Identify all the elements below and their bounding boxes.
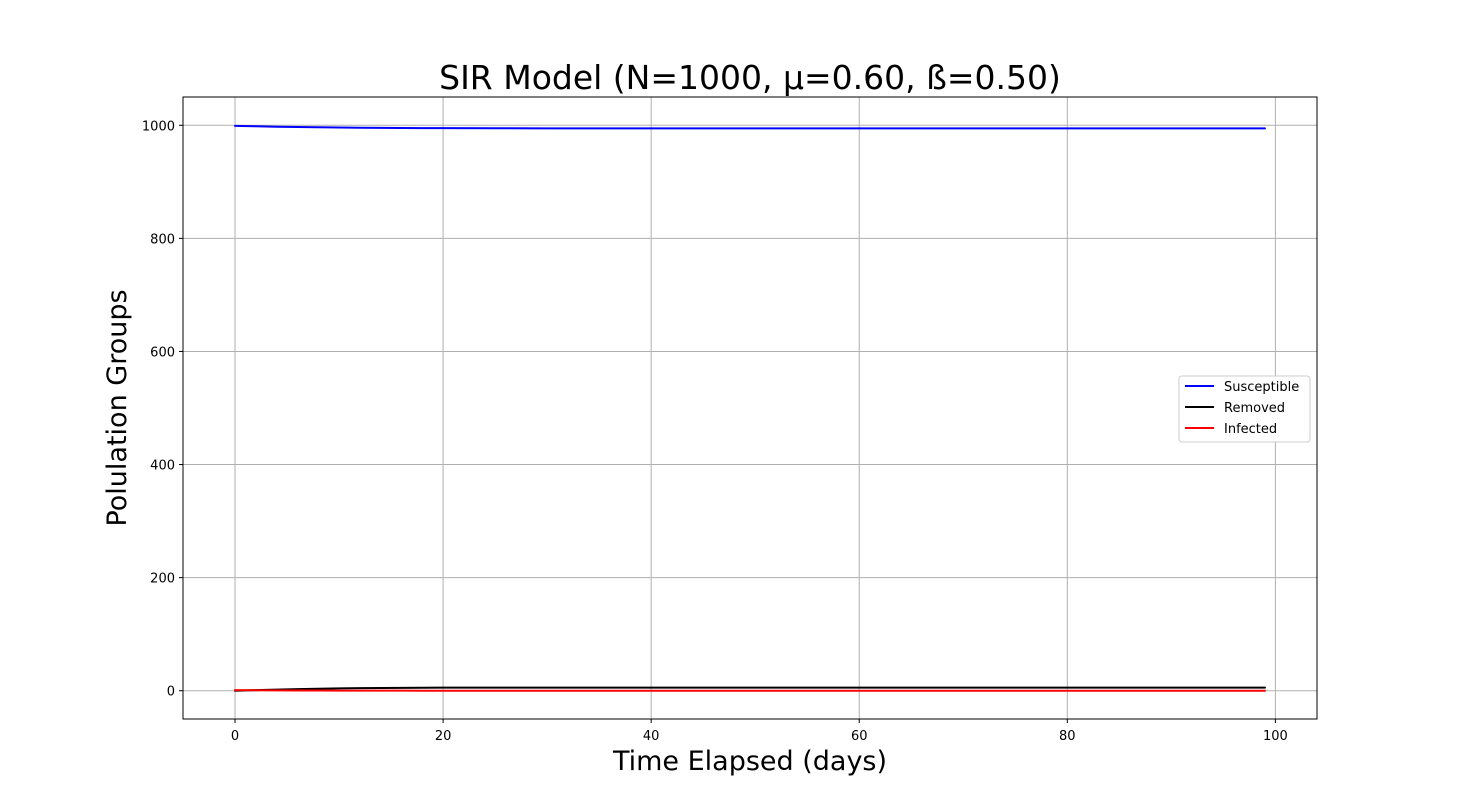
legend-box [1178, 375, 1311, 443]
y-tick-label: 800 [150, 232, 175, 247]
chart-title: SIR Model (N=1000, μ=0.60, ß=0.50) [439, 58, 1061, 97]
y-axis-title: Polulation Groups [102, 289, 133, 526]
y-tick-label: 0 [167, 685, 175, 700]
y-tick-label: 600 [150, 345, 175, 360]
series-line-susceptible [234, 124, 1266, 130]
x-axis-title: Time Elapsed (days) [612, 746, 887, 777]
legend-label-infected: Infected [1224, 422, 1277, 437]
plot-frame [182, 96, 1318, 720]
legend-label-susceptible: Susceptible [1224, 380, 1299, 395]
x-tick-label: 100 [1263, 729, 1288, 744]
x-tick-label: 80 [1059, 729, 1076, 744]
x-tick-label: 0 [231, 729, 239, 744]
y-tick-label: 400 [150, 459, 175, 474]
x-tick-label: 40 [643, 729, 660, 744]
legend-label-removed: Removed [1224, 401, 1285, 416]
x-tick-label: 60 [851, 729, 868, 744]
y-tick-label: 200 [150, 572, 175, 587]
series-line-infected [234, 689, 1266, 692]
series-line-removed [234, 686, 1266, 692]
y-tick-label: 1000 [142, 119, 175, 134]
legend: Susceptible Removed Infected [1178, 375, 1311, 443]
series-lines [234, 124, 1266, 692]
x-tick-label: 20 [435, 729, 452, 744]
